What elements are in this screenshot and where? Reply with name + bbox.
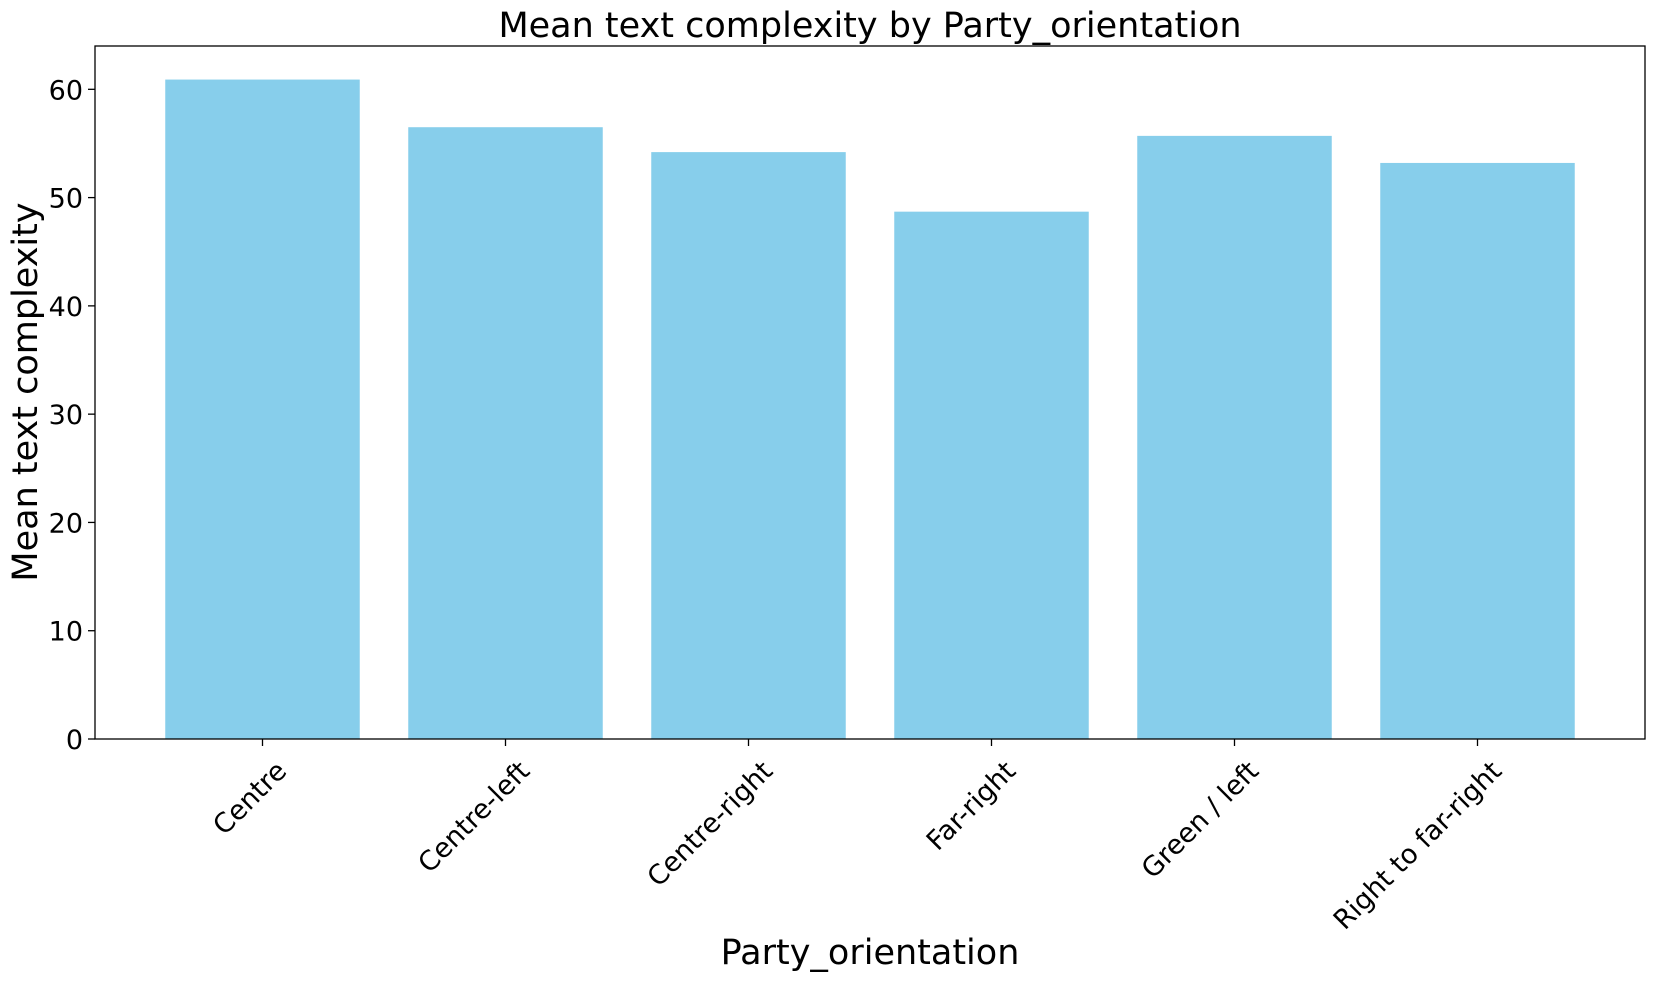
y-tick-label: 50 [49,184,83,215]
y-tick-label: 60 [49,75,83,106]
x-tick-label: Centre-right [642,756,780,894]
bars-layer [165,79,1575,740]
x-tick-label: Green / left [1136,756,1265,885]
bar-centre [165,79,360,739]
x-tick-label: Right to far-right [1328,756,1508,936]
bar-far-right [894,211,1089,740]
y-tick-label: 30 [49,400,83,431]
y-axis-label: Mean text complexity [6,202,46,581]
y-tick-label: 40 [49,292,83,323]
x-axis-label: Party_orientation [721,933,1020,973]
bar-centre-right [651,152,846,740]
bar-green-left [1137,135,1332,740]
y-tick-label: 0 [66,725,83,756]
y-tick-label: 10 [49,617,83,648]
y-axis-ticks: 0 10 20 30 40 50 60 [49,75,95,756]
y-tick-label: 20 [49,508,83,539]
plot-frame [94,45,1646,740]
x-tick-label: Far-right [921,756,1022,857]
chart-title: Mean text complexity by Party_orientatio… [498,6,1241,46]
x-tick-label: Centre-left [412,756,536,880]
x-axis-ticks: Centre Centre-left Centre-right Far-right Gr… [207,739,1508,936]
bar-centre-left [408,127,603,739]
x-tick-label: Centre [207,756,293,842]
bar-right-to-far-right [1380,162,1575,740]
